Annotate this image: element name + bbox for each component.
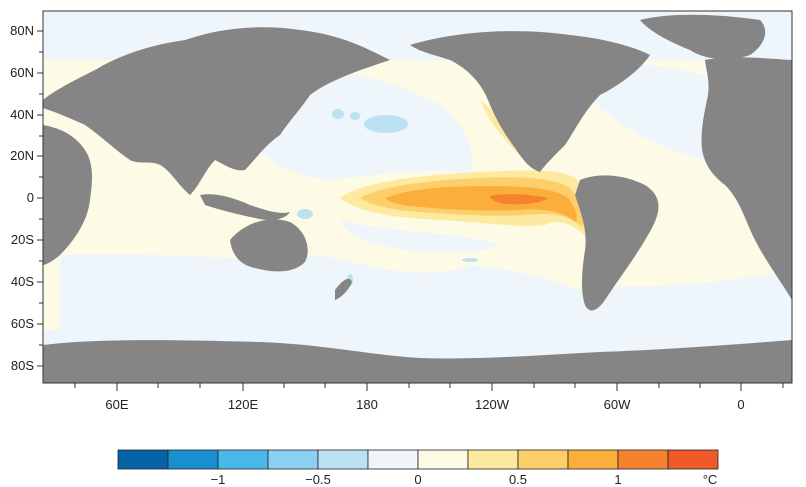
land-masses [43, 14, 792, 383]
lat-tick-label: 40N [10, 107, 34, 122]
colorbar-swatch [217, 449, 269, 470]
colorbar-swatch [667, 449, 719, 470]
lon-tick-label: 180 [356, 397, 378, 412]
australia [230, 219, 308, 272]
latitude-axis: 80N 60N 40N 20N 0 20S 40S 60S 80S [10, 23, 43, 373]
colorbar-swatch [567, 449, 619, 470]
colorbar-swatch [267, 449, 319, 470]
colorbar-swatch [617, 449, 669, 470]
colorbar-tick-label: −1 [211, 472, 226, 487]
colorbar-tick-label: 0 [414, 472, 421, 487]
lat-tick-label: 60S [11, 316, 34, 331]
map-frame [42, 10, 793, 384]
lat-tick-label: 20N [10, 148, 34, 163]
colorbar-swatch [417, 449, 469, 470]
lat-tick-label: 80N [10, 23, 34, 38]
colorbar-tick-label: −0.5 [305, 472, 331, 487]
longitude-axis: 60E 120E 180 120W 60W 0 [74, 383, 784, 412]
lat-tick-label: 80S [11, 358, 34, 373]
greenland [640, 14, 766, 60]
indonesia [200, 194, 290, 220]
colorbar-swatch [317, 449, 369, 470]
colorbar: −1 −0.5 0 0.5 1 °C [117, 449, 719, 487]
new-zealand [335, 278, 352, 300]
lon-tick-label: 0 [737, 397, 744, 412]
warm-anomaly-tongue [340, 100, 592, 240]
colorbar-swatch [167, 449, 219, 470]
africa [43, 125, 93, 265]
lat-tick-label: 0 [27, 190, 34, 205]
cold-anomaly-blobs [297, 109, 478, 286]
colorbar-swatch [117, 449, 169, 470]
map-area [42, 10, 793, 384]
lat-tick-label: 60N [10, 65, 34, 80]
colorbar-unit: °C [703, 472, 718, 487]
lon-tick-label: 120W [475, 397, 510, 412]
colorbar-swatch [517, 449, 569, 470]
colorbar-tick-label: 1 [614, 472, 621, 487]
south-america [575, 175, 659, 311]
lat-tick-label: 40S [11, 274, 34, 289]
lon-tick-label: 120E [228, 397, 259, 412]
eurasia [43, 27, 390, 196]
lon-tick-label: 60W [604, 397, 631, 412]
antarctica [43, 340, 792, 383]
lat-tick-label: 20S [11, 232, 34, 247]
colorbar-swatch [467, 449, 519, 470]
colorbar-swatch [367, 449, 419, 470]
lon-tick-label: 60E [105, 397, 128, 412]
colorbar-tick-label: 0.5 [509, 472, 527, 487]
north-america [410, 31, 650, 172]
europe-africa-east [701, 57, 792, 300]
